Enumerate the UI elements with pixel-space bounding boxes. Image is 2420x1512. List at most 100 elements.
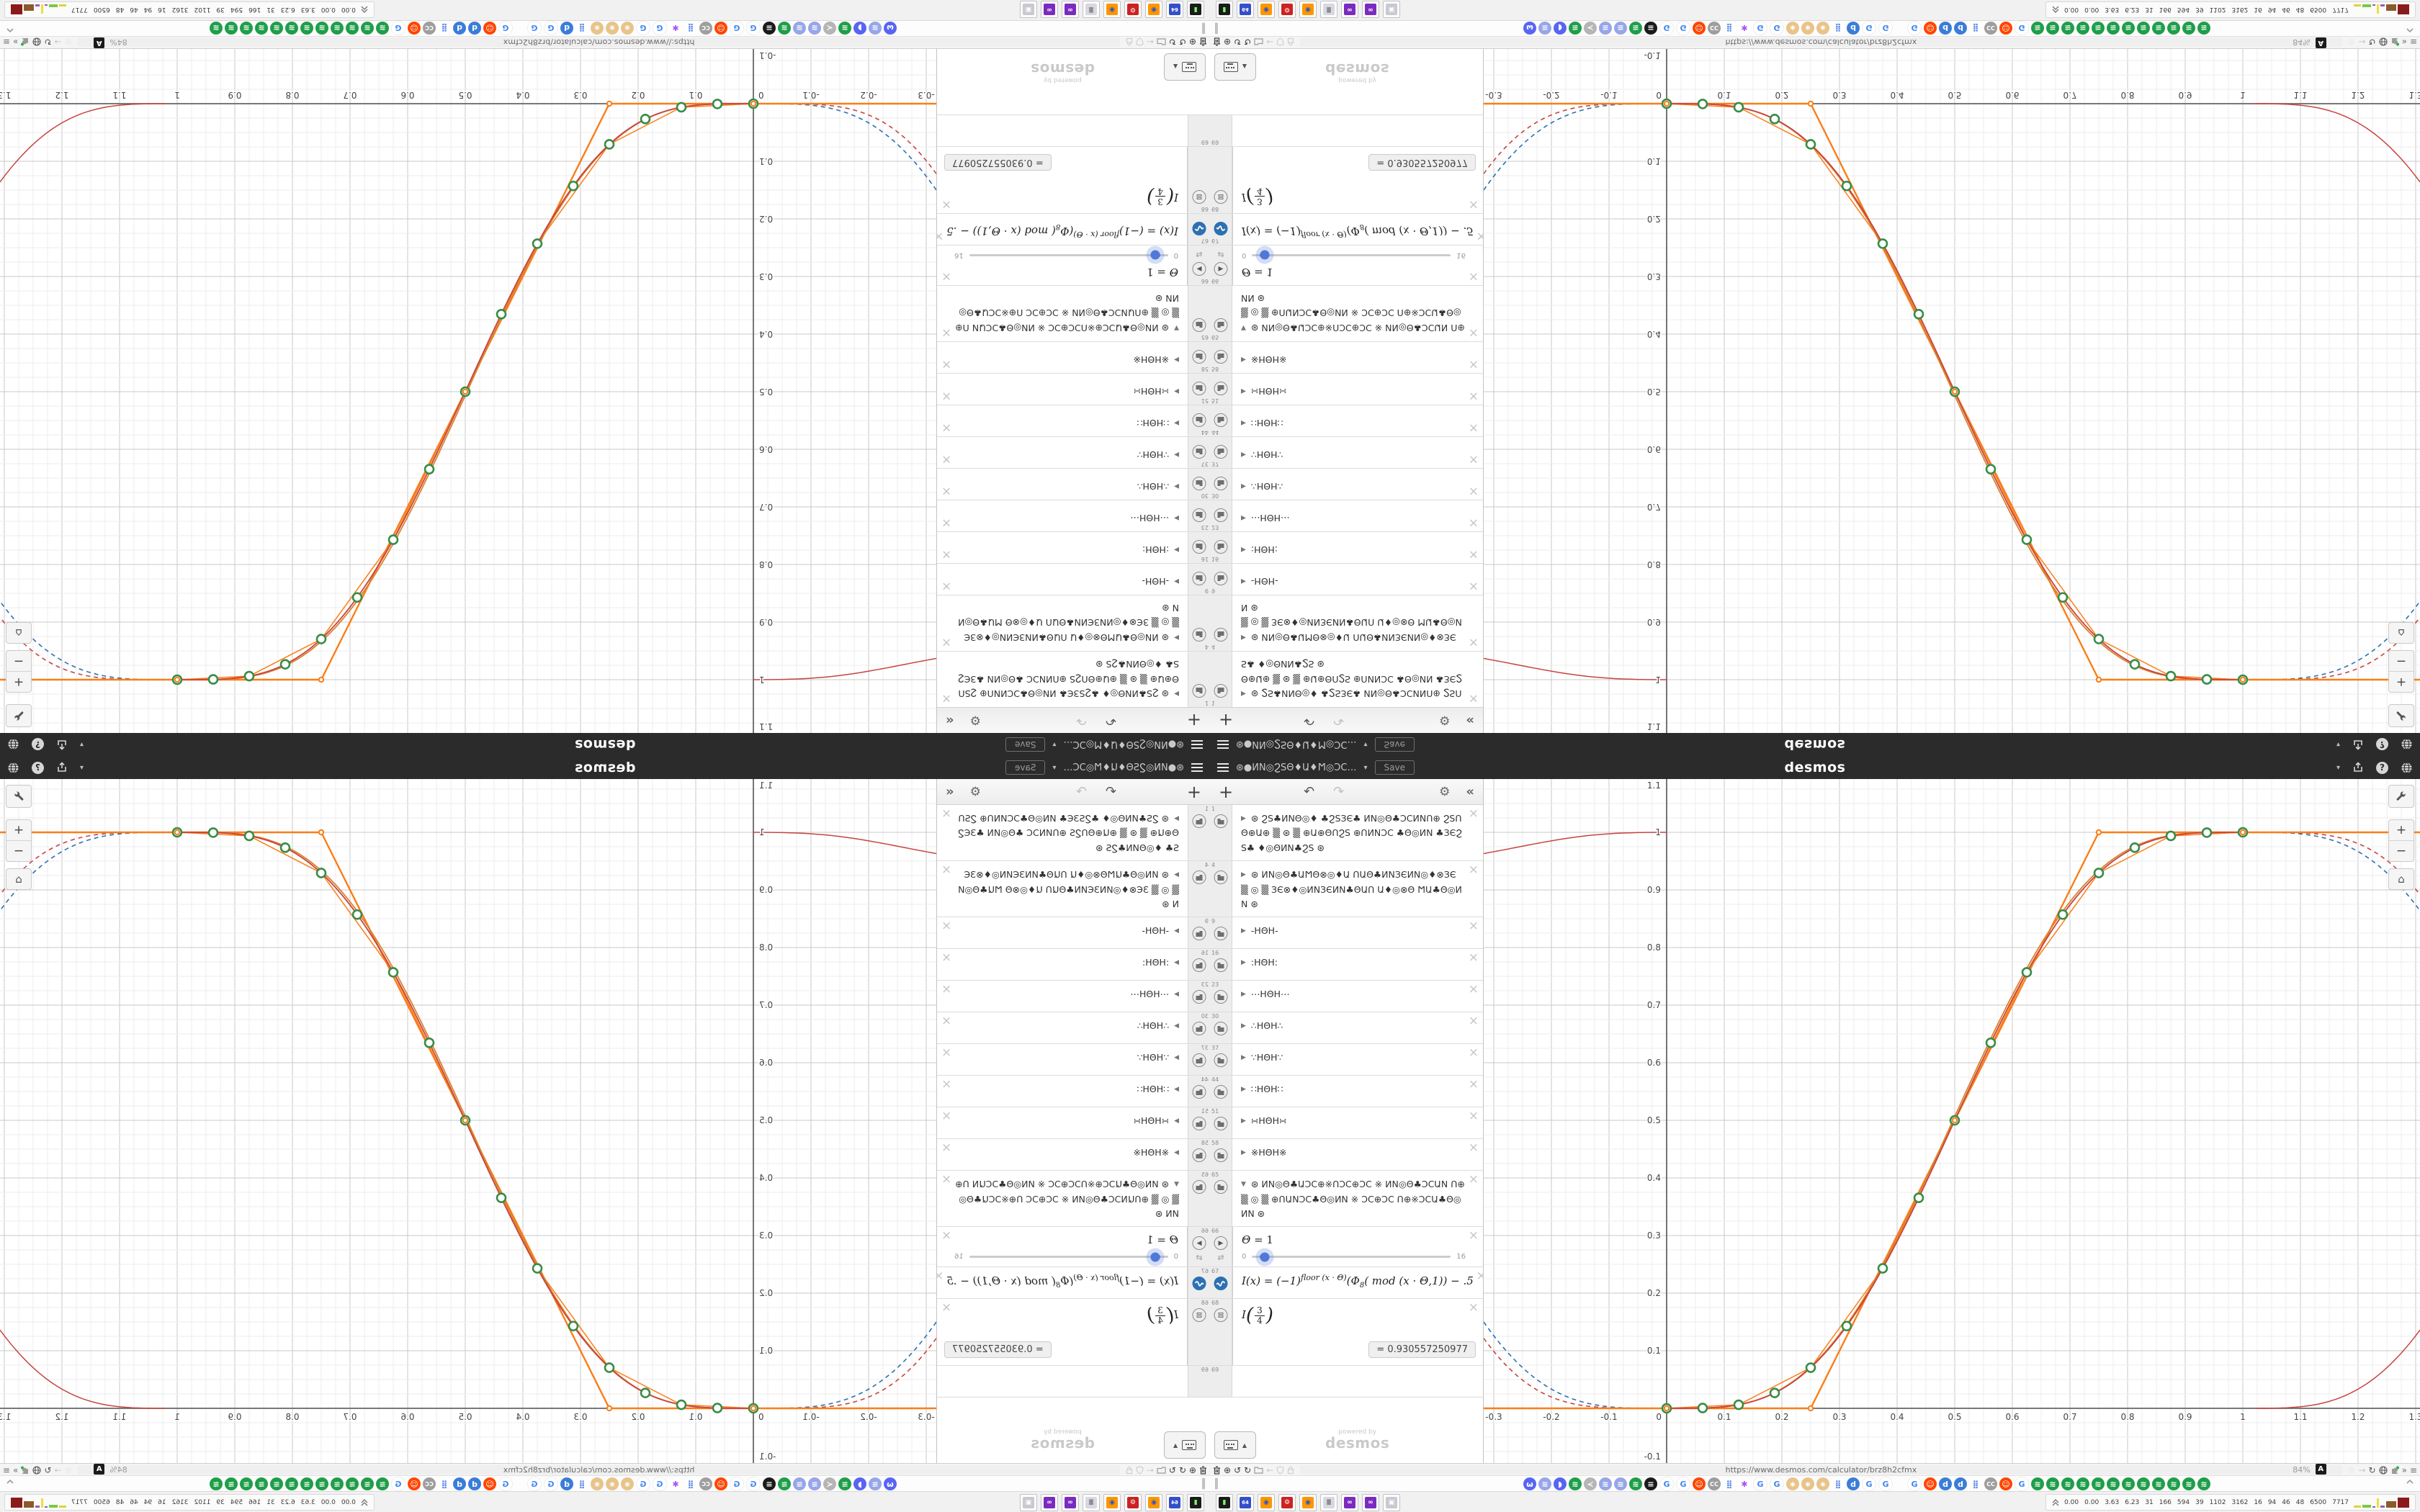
bookmark-google-icon[interactable]: G (636, 21, 650, 35)
expression-row-23[interactable]: 23 ▶ ⋯ΗΘΗ⋯ × (1210, 981, 1483, 1013)
row-gutter[interactable]: 58 (1210, 1139, 1232, 1171)
evaluation-expression[interactable]: I(3 4) (1147, 186, 1178, 207)
taskbar-app-owl[interactable]: ∞ (1341, 1, 1358, 18)
folder-icon[interactable] (1192, 508, 1206, 522)
slider-play-icon[interactable]: ▶ (1214, 261, 1228, 276)
folder-title[interactable]: ⊛ ϨЅ♣ИΝΘ◎♦ ♣ϨЅЗЄ♣ ИΝ◎Θ♣ƆϹИΝՈ⊕ ϨЅՈΘ⊕Ա⊕ ▒ … (958, 813, 1179, 853)
expression-row-44[interactable]: 44 ▶ ∷ΗΘΗ∷ × (937, 404, 1210, 436)
bookmark-desmos-d-icon[interactable]: d (560, 22, 573, 35)
taskbar-app-red-gear[interactable]: ⚙ (1278, 1494, 1296, 1511)
bookmark-grid-icon[interactable]: ⣿ (1832, 22, 1845, 35)
expression-row-58[interactable]: 58 ▶ ※ΗΘΗ※ × (937, 341, 1210, 373)
bookmark-greenwave-icon[interactable]: ≋ (2167, 1477, 2180, 1490)
delete-row-icon[interactable]: × (941, 356, 952, 372)
folder-collapsed-arrow-icon[interactable]: ▶ (1174, 577, 1179, 585)
slider-knob[interactable] (1260, 250, 1270, 260)
save-button[interactable]: Save (1374, 760, 1415, 775)
taskbar-app-owl[interactable]: ∞ (1041, 1, 1058, 18)
account-caret-icon[interactable]: ▾ (80, 763, 84, 772)
bookmark-greenwave-icon[interactable]: ≋ (315, 22, 328, 35)
delete-row-icon[interactable]: × (1468, 1228, 1479, 1243)
row-gutter[interactable]: 67 (1210, 213, 1232, 245)
reload-icon[interactable]: ↻ (44, 37, 52, 48)
row-gutter[interactable]: 68 (1188, 1299, 1210, 1366)
evaluation-expression[interactable]: I(3 4) (1147, 1305, 1178, 1326)
row-gutter[interactable]: 16 (1188, 531, 1210, 563)
expression-content[interactable]: ▶ ∷ΗΘΗ∷ × (937, 405, 1188, 436)
delete-row-icon[interactable]: × (941, 1300, 952, 1315)
expression-content[interactable]: I(3 4) = 0.930557250977 × (937, 1299, 1188, 1366)
bookmark-greenwave-icon[interactable]: ≋ (331, 22, 344, 35)
expression-content[interactable]: ▶:ΗΘΗ: × (937, 532, 1188, 563)
folder-icon[interactable] (1214, 381, 1228, 395)
default-viewport-button[interactable]: ⌂ (6, 622, 32, 644)
folder-title[interactable]: ∵ΗΘΗ∵ (1250, 1052, 1283, 1063)
folder-title[interactable]: -ΗΘΗ- (1142, 575, 1170, 587)
folder-icon[interactable] (1192, 1053, 1206, 1068)
zoom-in-button[interactable]: + (6, 671, 31, 692)
taskbar-app-terminal[interactable]: ▮ (1187, 1494, 1204, 1511)
keyboard-toggle-button[interactable]: ▲ (1214, 1431, 1256, 1459)
bookmark-reddit-icon[interactable]: ☺ (483, 22, 496, 35)
account-caret-icon[interactable]: ▾ (80, 740, 84, 749)
bookmark-discord-icon[interactable]: ω (1523, 1477, 1536, 1490)
delete-row-icon[interactable]: × (941, 1109, 952, 1124)
bookmark-greenwave-icon[interactable]: ≋ (2031, 22, 2044, 35)
translate-icon[interactable]: A (2315, 1464, 2326, 1475)
expression-row-9[interactable]: 9 ▶ -ΗΘΗ- × (1210, 562, 1483, 595)
row-gutter[interactable]: 9 (1188, 917, 1210, 949)
star-icon[interactable]: ☆ (64, 1464, 73, 1475)
slider-track[interactable] (969, 1252, 1168, 1262)
folder-title[interactable]: ⋯ΗΘΗ⋯ (1250, 989, 1290, 1000)
bookmark-doily-icon[interactable]: ∗ (1801, 22, 1814, 35)
expression-row-23[interactable]: 23 ▶ ⋯ΗΘΗ⋯ × (937, 981, 1210, 1013)
default-viewport-button[interactable]: ⌂ (6, 868, 32, 890)
folder-title[interactable]: ∺ΗΘΗ∺ (1250, 1115, 1287, 1127)
row-gutter[interactable]: 58 (1188, 1139, 1210, 1171)
folder-icon[interactable] (1214, 476, 1228, 490)
folder-expanded-arrow-icon[interactable]: ▼ (1241, 1181, 1246, 1189)
delete-row-icon[interactable]: × (941, 546, 952, 562)
bookmark-doily-icon[interactable]: ∗ (1801, 1477, 1814, 1490)
expression-row-66[interactable]: 66 ▶ ⇄ Θ = 1 0 16 × (937, 1227, 1210, 1268)
bookmark-grid-icon[interactable]: ⣿ (575, 22, 588, 35)
folder-title[interactable]: ⊛ ИΝ◎Θ♣ԱƆϹ⊕※ՈƆϹ⊕ƆϹ ※ ИΝ◎Θ♣ƆϹԱΝ Ո⊕ ▒ ◎ ▒ … (955, 1179, 1179, 1219)
url-text[interactable]: https://www.desmos.com/calculator/brz8h2… (1725, 1465, 1917, 1475)
share-icon[interactable] (56, 762, 68, 773)
folder-title[interactable]: ※ΗΘΗ※ (1133, 354, 1170, 365)
folder-title[interactable]: ⊛ ϨЅ♣ИΝΘ◎♦ ♣ϨЅЗЄ♣ ИΝ◎Θ♣ƆϹИΝՈ⊕ ϨЅՈΘ⊕Ա⊕ ▒ … (958, 659, 1179, 699)
taskbar-app-red-gear[interactable]: ⚙ (1124, 1494, 1142, 1511)
graph-paper[interactable]: -0.3 -0.2 -0.1 0.1 0.2 0.3 0.4 0.5 0.6 0.7 0.8 0.9 1… (1484, 49, 2420, 733)
folder-title[interactable]: :ΗΘΗ: (1250, 544, 1278, 555)
taskbar-app-firefox[interactable]: ◉ (1145, 1, 1162, 18)
folder-title[interactable]: ⊛ ИΝ◎Θ♣ԱϺΘ⊗◎♦Ա ՈԱΘ♣ИΝЗЄИΝ◎♦⊗ЗЄ ▒ ◎ ▒ ЗЄ⊗… (1241, 603, 1462, 643)
folder-icon[interactable] (1214, 990, 1228, 1004)
bookmark-grid-icon[interactable]: ⣿ (1969, 1477, 1982, 1490)
slider-knob[interactable] (1260, 1252, 1270, 1262)
title-caret-icon[interactable]: ▾ (1363, 763, 1368, 772)
row-gutter[interactable]: 23 (1188, 981, 1210, 1012)
lock-icon[interactable] (1287, 1466, 1294, 1475)
folder-collapsed-arrow-icon[interactable]: ▶ (1241, 355, 1246, 363)
edit-list-gear-button[interactable]: ⚙ (1439, 713, 1451, 728)
expression-content[interactable]: ▶ -ΗΘΗ- × (937, 564, 1188, 595)
bookmark-desmos-d-icon[interactable]: d (468, 22, 481, 35)
expression-row-44[interactable]: 44 ▶ ∷ΗΘΗ∷ × (1210, 1076, 1483, 1108)
delete-row-icon[interactable]: × (1468, 1140, 1479, 1156)
globe-plus-icon[interactable]: ⊕ (1188, 37, 1196, 48)
expression-row-65[interactable]: 65 ▼⊛ ИΝ◎Θ♣ԱƆϹ⊕※ՈƆϹ⊕ƆϹ ※ ИΝ◎Θ♣ƆϹԱΝ Ո⊕ ▒ ◎… (1210, 1171, 1483, 1228)
forward-arrow-icon[interactable]: → (2358, 1464, 2366, 1475)
keyboard-toggle-button[interactable]: ▲ (1164, 53, 1206, 81)
chevrons-icon[interactable]: » (13, 1464, 19, 1475)
double-chevron-up-icon[interactable] (361, 6, 368, 14)
folder-icon[interactable] (1192, 1180, 1206, 1194)
rotate-cw-icon[interactable]: ↻ (1168, 1464, 1176, 1475)
taskbar-app-terminal[interactable]: ▮ (1216, 1, 1233, 18)
bookmark-fish-icon[interactable]: ≺ (1584, 1477, 1597, 1490)
bookmark-google-icon[interactable]: G (1659, 1477, 1674, 1491)
folder-collapsed-arrow-icon[interactable]: ▶ (1241, 387, 1246, 395)
bookmark-greenwave-icon[interactable]: ≋ (2046, 22, 2059, 35)
bookmark-desmos-d-icon[interactable]: d (1847, 22, 1860, 35)
bookmark-greenwave-icon[interactable]: ≋ (2152, 1477, 2165, 1490)
bookmark-chat-icon[interactable]: ◗ (1554, 22, 1567, 35)
